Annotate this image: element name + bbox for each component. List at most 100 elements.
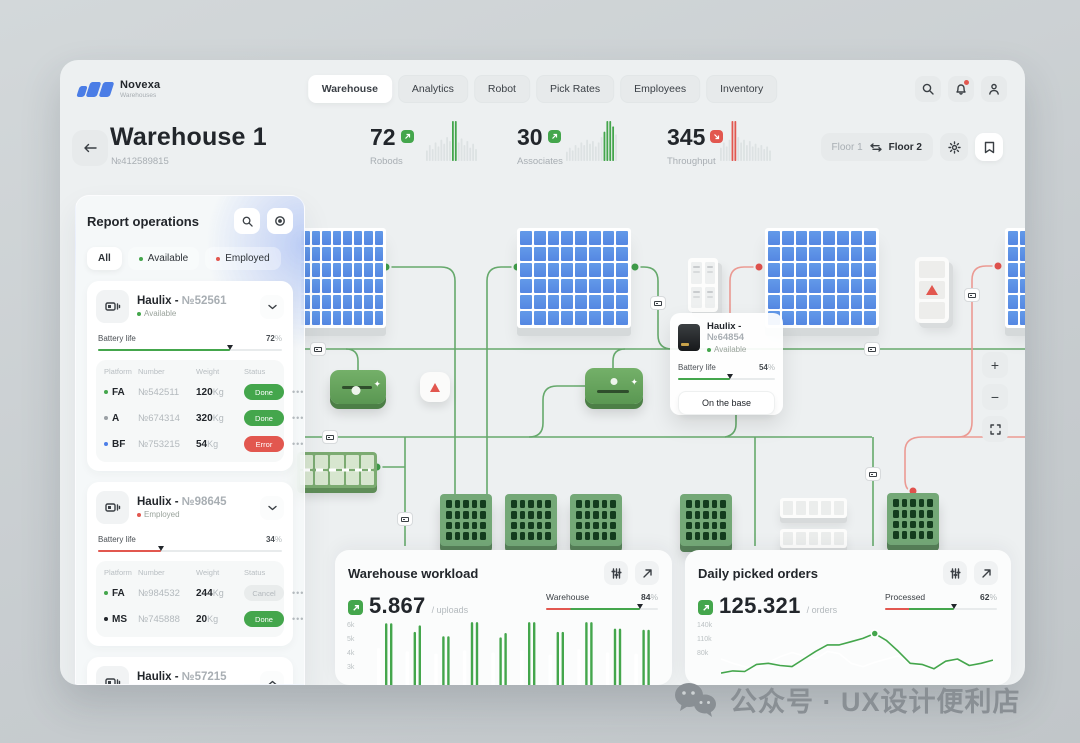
tab-inventory[interactable]: Inventory	[706, 75, 778, 103]
row-menu-button[interactable]: •••	[292, 387, 305, 397]
path-robot-tag[interactable]	[865, 467, 881, 481]
collapse-toggle[interactable]	[260, 294, 284, 319]
tab-pick-rates[interactable]: Pick Rates	[535, 75, 615, 103]
notifications-button[interactable]	[948, 76, 974, 102]
tab-warehouse[interactable]: Warehouse	[307, 75, 392, 103]
filter-settings-button[interactable]	[943, 561, 967, 585]
pallet-grid[interactable]	[680, 494, 732, 546]
operations-table: Platform Number Weight Status FA №984532 2…	[96, 561, 303, 637]
pallet-grid[interactable]	[887, 493, 939, 545]
path-robot-tag[interactable]	[310, 342, 326, 356]
row-menu-button[interactable]: •••	[292, 439, 305, 449]
chevron-down-icon	[267, 505, 277, 510]
profile-button[interactable]	[981, 76, 1007, 102]
zoom-out-button[interactable]: −	[982, 384, 1008, 410]
on-the-base-button[interactable]: On the base	[678, 391, 775, 415]
table-row[interactable]: A №674314 320Kg Done •••	[104, 405, 303, 431]
battery-bar	[678, 374, 775, 380]
pallet-grid[interactable]	[505, 494, 557, 546]
status-badge: Cancel	[244, 585, 284, 601]
battery-row: Battery life 72%	[98, 334, 282, 343]
search-icon	[922, 83, 934, 95]
robot-card: Haulix - №98645 Employed Battery life 34…	[87, 482, 303, 646]
warehouse-workload-card: Warehouse workload 5.867 / uploads Wareh…	[335, 550, 672, 685]
panel-search-button[interactable]	[234, 208, 260, 234]
path-robot-tag[interactable]	[650, 296, 666, 310]
alert-shelf[interactable]	[915, 257, 949, 323]
white-shelf-row[interactable]	[780, 529, 847, 548]
robot-name: Haulix - №98645	[137, 496, 227, 508]
orders-unit: / orders	[806, 605, 838, 615]
zoom-in-button[interactable]: +	[982, 352, 1008, 378]
storage-rack[interactable]	[765, 228, 879, 328]
brand-name: Novexa	[120, 79, 161, 91]
expand-button[interactable]	[974, 561, 998, 585]
workload-chart: 6k 5k 4k 3k	[347, 620, 662, 685]
sliders-icon	[610, 567, 622, 579]
path-robot-tag[interactable]	[322, 430, 338, 444]
collapse-toggle[interactable]	[260, 670, 284, 684]
trend-up-badge	[400, 130, 414, 143]
white-shelf-row[interactable]	[780, 498, 847, 518]
settings-button[interactable]	[940, 133, 968, 161]
warehouse-number: №412589815	[111, 156, 169, 167]
pallet-grid[interactable]	[440, 494, 492, 546]
bookmark-button[interactable]	[975, 133, 1003, 161]
pallet-grid[interactable]	[570, 494, 622, 546]
collapse-toggle[interactable]	[260, 495, 284, 520]
panel-locate-button[interactable]	[267, 208, 293, 234]
trend-down-badge	[710, 130, 724, 143]
row-menu-button[interactable]: •••	[292, 588, 305, 598]
bookmark-icon	[984, 141, 994, 153]
row-menu-button[interactable]: •••	[292, 614, 305, 624]
operations-table: Platform Number Weight Status FA №542511 1…	[96, 360, 303, 462]
storage-rack[interactable]	[517, 228, 631, 328]
warehouse-map-paths	[305, 260, 1025, 546]
map-alert-button[interactable]	[420, 372, 450, 402]
tab-robot[interactable]: Robot	[473, 75, 530, 103]
table-row[interactable]: FA №542511 120Kg Done •••	[104, 379, 303, 405]
robot-status: Available	[714, 345, 747, 354]
trend-up-badge	[698, 600, 713, 615]
search-button[interactable]	[915, 76, 941, 102]
watermark-text: 公众号 · UX设计便利店	[730, 687, 1021, 717]
filter-employed[interactable]: Employed	[205, 247, 281, 270]
status-dot	[216, 256, 221, 261]
stat-associates: 30 Associates	[517, 124, 563, 167]
floor-switcher[interactable]: Floor 1 Floor 2	[820, 133, 933, 161]
robot-name: Haulix - №64854	[707, 321, 745, 343]
arrow-up-right-icon	[642, 568, 652, 578]
storage-rack[interactable]	[1005, 228, 1025, 328]
arrow-left-icon	[83, 143, 97, 153]
drawer-cabinet[interactable]	[688, 258, 718, 312]
status-badge: Done	[244, 410, 284, 426]
row-menu-button[interactable]: •••	[292, 413, 305, 423]
filter-all[interactable]: All	[87, 247, 122, 270]
card-title: Daily picked orders	[698, 565, 818, 581]
path-robot-tag[interactable]	[397, 512, 413, 526]
orders-chart: 140k 110k 80k	[697, 620, 1001, 685]
robot-list-icon	[96, 491, 129, 524]
arrow-up-right-icon	[981, 568, 991, 578]
tab-employees[interactable]: Employees	[620, 75, 701, 103]
table-row[interactable]: MS №745888 20Kg Done •••	[104, 606, 303, 632]
watermark: 公众号 · UX设计便利店	[672, 680, 1021, 719]
tab-analytics[interactable]: Analytics	[397, 75, 468, 103]
table-row[interactable]: BF №753215 54Kg Error •••	[104, 431, 303, 457]
filter-available[interactable]: Available	[127, 247, 200, 270]
filter-settings-button[interactable]	[604, 561, 628, 585]
warning-triangle-icon	[430, 382, 440, 392]
agv-robot[interactable]: ✦	[330, 370, 386, 404]
storage-rack[interactable]	[298, 228, 386, 328]
path-robot-tag[interactable]	[864, 342, 880, 356]
status-badge: Done	[244, 384, 284, 400]
agv-robot[interactable]: ✦	[585, 368, 643, 404]
orders-value: 125.321	[719, 593, 801, 618]
table-row[interactable]: FA №984532 244Kg Cancel •••	[104, 580, 303, 606]
path-robot-tag[interactable]	[964, 288, 980, 302]
expand-button[interactable]	[635, 561, 659, 585]
fullscreen-button[interactable]	[982, 416, 1008, 442]
conveyor-belt[interactable]	[297, 452, 377, 488]
back-button[interactable]	[72, 130, 108, 166]
